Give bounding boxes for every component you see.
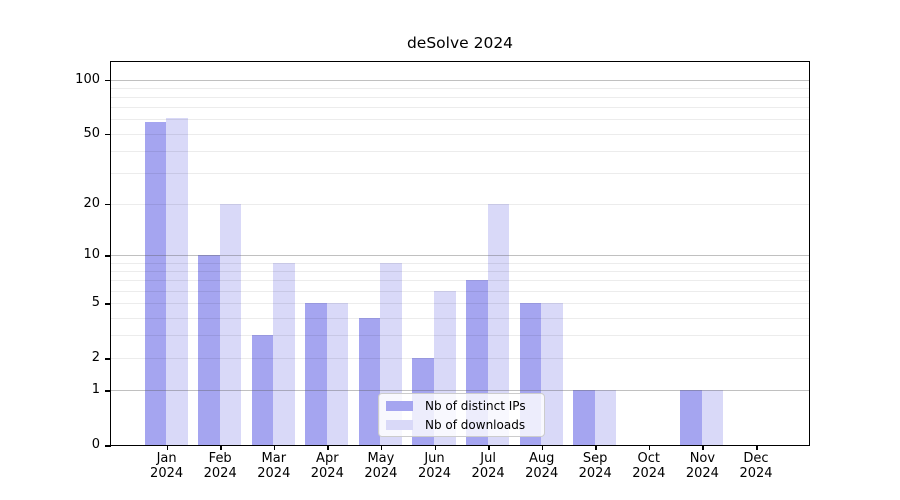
y-tick-10: [105, 255, 111, 257]
legend-label-distinct-ips: Nb of distinct IPs: [425, 398, 526, 413]
bar-ips-may: [358, 317, 381, 445]
y-gridline-6: [111, 290, 809, 292]
y-gridline-2: [111, 358, 809, 359]
y-gridline-30: [111, 173, 809, 175]
x-tick-may: [380, 445, 383, 450]
bar-downloads-apr: [326, 303, 349, 445]
x-tick-label-nov: Nov 2024: [685, 451, 719, 481]
y-gridline-5: [111, 303, 809, 305]
y-tick-label-2: 2: [91, 350, 100, 365]
y-gridline-70: [111, 107, 809, 109]
x-tick-label-jul: Jul 2024: [471, 451, 505, 481]
x-tick-label-oct: Oct 2024: [632, 451, 666, 481]
chart-title: deSolve 2024: [406, 34, 514, 52]
y-gridline-90: [111, 87, 809, 89]
y-tick-label-20: 20: [83, 195, 100, 211]
legend-item-distinct-ips: Nb of distinct IPs: [386, 398, 544, 413]
bar-ips-feb: [198, 255, 220, 445]
x-tick-label-sep: Sep 2024: [578, 451, 612, 481]
y-tick-100: [105, 79, 111, 81]
bar-ips-mar: [251, 335, 274, 445]
bar-downloads-jul: [487, 203, 510, 445]
x-tick-apr: [327, 445, 329, 450]
legend-item-downloads: Nb of downloads: [386, 417, 544, 432]
y-gridline-9: [111, 262, 809, 264]
legend-swatch-distinct-ips: [386, 400, 413, 411]
y-tick-label-0: 0: [91, 437, 100, 452]
x-tick-feb: [220, 445, 222, 450]
x-tick-jan: [166, 445, 169, 450]
x-tick-label-may: May 2024: [364, 451, 398, 481]
y-gridline-major-100: [111, 79, 809, 81]
y-tick-label-5: 5: [91, 295, 100, 311]
y-gridline-major-1: [111, 390, 809, 392]
x-tick-jul: [488, 445, 490, 450]
x-tick-label-dec: Dec 2024: [739, 451, 773, 481]
y-tick-label-50: 50: [83, 125, 100, 141]
bar-ips-apr: [305, 303, 327, 445]
x-tick-label-apr: Apr 2024: [310, 451, 344, 481]
plot-area: [110, 61, 810, 446]
y-tick-label-10: 10: [83, 247, 100, 263]
x-tick-label-jan: Jan 2024: [150, 451, 184, 481]
y-tick-1: [105, 390, 111, 392]
y-gridline-60: [111, 119, 809, 121]
y-gridline-80: [111, 97, 809, 98]
x-tick-mar: [273, 445, 276, 450]
bar-downloads-nov: [701, 390, 724, 445]
y-gridline-3: [111, 335, 809, 337]
bar-downloads-mar: [273, 262, 295, 445]
x-tick-nov: [702, 445, 704, 450]
x-tick-label-mar: Mar 2024: [257, 451, 291, 481]
x-tick-sep: [595, 445, 597, 450]
y-tick-5: [105, 303, 111, 305]
bar-downloads-aug: [541, 303, 563, 445]
y-gridline-8: [111, 271, 809, 272]
y-tick-2: [105, 358, 111, 360]
bar-ips-jan: [144, 122, 167, 445]
y-gridline-40: [111, 150, 809, 152]
legend-swatch-downloads: [386, 419, 413, 430]
x-tick-label-jun: Jun 2024: [417, 451, 452, 481]
y-gridline-7: [111, 280, 809, 282]
y-gridline-4: [111, 317, 809, 319]
x-tick-label-aug: Aug 2024: [525, 451, 559, 481]
x-tick-label-feb: Feb 2024: [203, 451, 237, 481]
bar-downloads-jan: [166, 118, 188, 445]
bar-ips-sep: [573, 390, 595, 445]
y-gridline-50: [111, 133, 809, 135]
legend-label-downloads: Nb of downloads: [425, 417, 526, 432]
y-gridline-major-10: [111, 255, 809, 257]
bar-downloads-sep: [594, 390, 617, 445]
y-tick-50: [105, 133, 111, 136]
bar-downloads-feb: [219, 203, 242, 445]
x-tick-dec: [756, 445, 758, 450]
legend: Nb of distinct IPs Nb of downloads: [378, 393, 545, 437]
bar-ips-nov: [680, 390, 702, 445]
x-tick-jun: [434, 445, 436, 450]
x-tick-aug: [541, 445, 544, 450]
y-tick-20: [105, 203, 111, 206]
y-tick-0: [105, 445, 111, 447]
y-gridline-20: [111, 203, 809, 205]
y-tick-label-1: 1: [91, 382, 100, 398]
x-tick-oct: [648, 445, 651, 450]
y-tick-label-100: 100: [75, 71, 100, 87]
